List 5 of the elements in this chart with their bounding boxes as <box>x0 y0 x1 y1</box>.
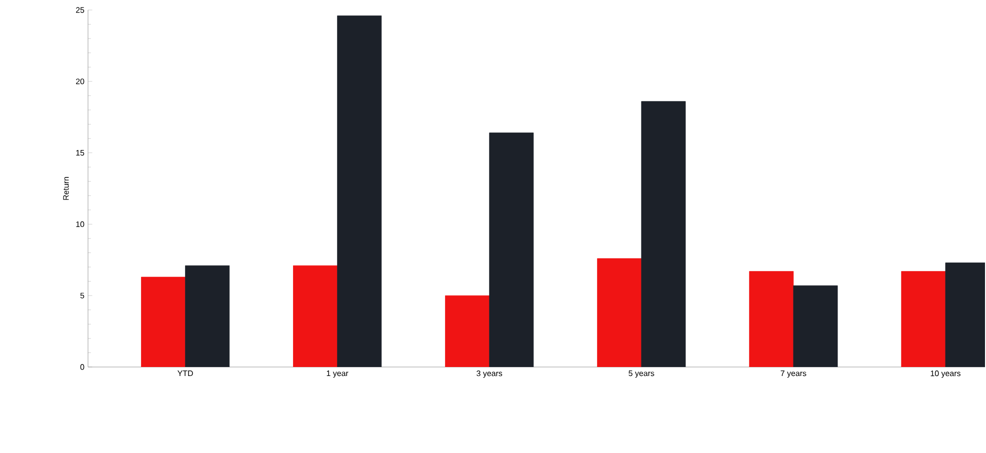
bar <box>185 265 230 367</box>
bar <box>793 285 838 367</box>
bar <box>337 16 382 367</box>
bar <box>489 132 534 367</box>
bar <box>641 101 686 367</box>
